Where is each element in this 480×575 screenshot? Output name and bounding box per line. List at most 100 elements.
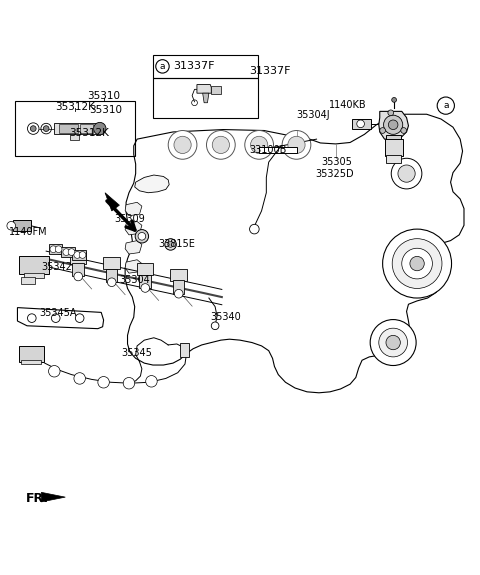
Circle shape: [51, 314, 60, 323]
Circle shape: [174, 136, 191, 154]
Bar: [170, 269, 187, 281]
Text: 35340: 35340: [210, 312, 241, 322]
Circle shape: [55, 246, 62, 252]
Circle shape: [211, 322, 219, 329]
Circle shape: [282, 131, 311, 159]
Circle shape: [410, 256, 424, 271]
Polygon shape: [135, 175, 169, 193]
Circle shape: [391, 158, 422, 189]
Bar: [12, 220, 31, 231]
Text: 35304J: 35304J: [297, 110, 330, 120]
Bar: [153, 55, 258, 78]
Circle shape: [141, 283, 150, 292]
Circle shape: [74, 373, 85, 384]
Text: 35325D: 35325D: [316, 168, 354, 179]
Polygon shape: [125, 221, 142, 235]
Text: 33815E: 33815E: [158, 239, 195, 250]
Polygon shape: [105, 193, 120, 211]
Bar: [72, 250, 86, 260]
Circle shape: [146, 375, 157, 387]
Circle shape: [401, 128, 407, 133]
Bar: [61, 247, 75, 257]
Bar: [19, 346, 44, 362]
Bar: [59, 124, 78, 133]
Polygon shape: [17, 308, 104, 329]
Circle shape: [75, 314, 84, 323]
Circle shape: [383, 229, 452, 298]
Circle shape: [402, 248, 432, 279]
Bar: [54, 123, 102, 135]
Circle shape: [43, 126, 49, 132]
Circle shape: [63, 249, 70, 255]
Circle shape: [370, 320, 416, 366]
Bar: [70, 134, 79, 140]
Circle shape: [379, 328, 408, 357]
Bar: [103, 258, 120, 269]
Bar: [137, 263, 154, 275]
Circle shape: [48, 366, 60, 377]
Bar: [153, 78, 258, 118]
Circle shape: [357, 120, 364, 128]
Bar: [386, 155, 401, 163]
Circle shape: [94, 122, 106, 135]
Circle shape: [138, 232, 146, 240]
Polygon shape: [125, 202, 142, 216]
Text: 35304: 35304: [120, 275, 150, 285]
Circle shape: [168, 131, 197, 159]
Circle shape: [168, 242, 173, 247]
Circle shape: [392, 239, 442, 289]
Text: 35345: 35345: [121, 348, 152, 358]
Polygon shape: [197, 85, 211, 93]
Circle shape: [250, 224, 259, 234]
Circle shape: [384, 115, 403, 135]
Bar: [106, 269, 118, 282]
Polygon shape: [125, 114, 464, 393]
Circle shape: [74, 252, 81, 258]
Text: 35310: 35310: [89, 105, 122, 116]
Circle shape: [398, 165, 415, 182]
Bar: [19, 256, 48, 274]
Circle shape: [165, 239, 176, 250]
Polygon shape: [203, 93, 209, 103]
Circle shape: [245, 131, 274, 159]
Circle shape: [437, 97, 455, 114]
Text: 33100B: 33100B: [250, 145, 287, 155]
Polygon shape: [211, 86, 221, 94]
Text: 35309: 35309: [115, 213, 145, 224]
Circle shape: [79, 252, 86, 258]
Bar: [139, 275, 151, 288]
Circle shape: [123, 377, 135, 389]
Text: 1140FM: 1140FM: [9, 227, 48, 236]
Text: 35312K: 35312K: [55, 102, 95, 112]
Polygon shape: [125, 260, 142, 273]
Text: 35342: 35342: [41, 262, 72, 272]
Circle shape: [206, 131, 235, 159]
Circle shape: [108, 278, 116, 286]
Circle shape: [27, 314, 36, 323]
Circle shape: [30, 126, 36, 132]
Circle shape: [288, 136, 305, 154]
Polygon shape: [125, 240, 142, 254]
Circle shape: [174, 289, 183, 298]
Text: 31337F: 31337F: [250, 66, 291, 76]
Bar: [21, 277, 35, 283]
Bar: [21, 361, 41, 364]
Circle shape: [68, 249, 75, 255]
Circle shape: [380, 128, 385, 133]
Circle shape: [388, 110, 394, 116]
Bar: [384, 139, 403, 156]
Circle shape: [388, 120, 398, 129]
Circle shape: [251, 136, 268, 154]
Text: 35310: 35310: [87, 91, 120, 101]
Circle shape: [7, 221, 15, 230]
Text: FR.: FR.: [25, 492, 48, 505]
Bar: [70, 252, 86, 263]
Circle shape: [135, 229, 149, 243]
Polygon shape: [41, 492, 65, 502]
Text: a: a: [160, 62, 165, 71]
Text: 1140KB: 1140KB: [328, 99, 366, 110]
Text: a: a: [443, 101, 448, 110]
Bar: [80, 124, 93, 133]
Bar: [352, 119, 371, 129]
Circle shape: [212, 136, 229, 154]
